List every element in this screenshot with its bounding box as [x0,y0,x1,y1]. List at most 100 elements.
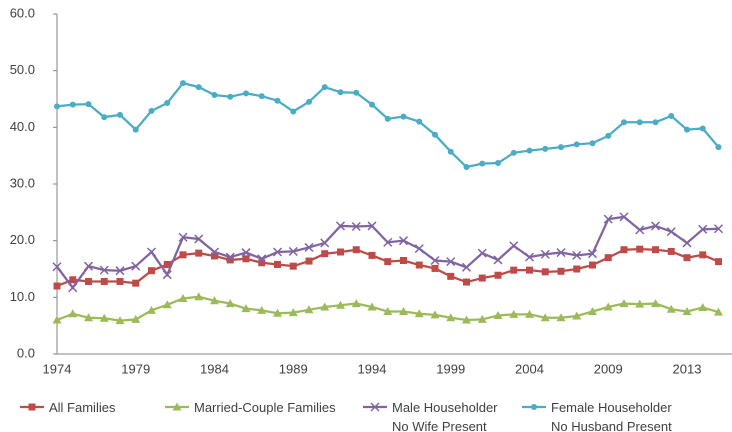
marker [274,97,281,104]
marker [652,246,659,254]
marker [540,313,550,322]
marker [116,277,124,285]
marker [367,302,377,311]
marker [367,221,377,231]
marker [430,255,440,266]
legend-marker [370,402,380,412]
marker [400,257,407,264]
marker [241,304,251,313]
marker [635,225,645,235]
x-tick-label: 2013 [673,361,702,376]
marker [666,227,676,237]
marker [147,305,156,314]
marker [53,282,61,290]
legend-swatch [522,404,546,410]
marker [257,254,267,264]
marker [619,212,629,222]
marker [463,164,470,170]
marker [383,307,393,315]
marker [636,119,643,126]
marker [211,92,218,99]
marker [524,252,535,262]
marker [715,258,722,266]
marker [258,93,265,100]
marker [85,277,92,285]
y-tick-label: 40.0 [10,119,35,134]
marker [69,276,77,284]
marker [384,115,391,122]
marker [83,261,94,271]
marker [494,271,502,279]
marker [383,237,393,247]
marker [650,221,661,231]
marker [526,147,533,154]
marker [195,249,203,257]
marker [211,252,218,260]
marker [288,246,298,256]
marker [99,265,109,275]
x-tick-label: 1999 [436,361,465,376]
marker [115,266,125,276]
marker [620,246,628,254]
marker [556,248,566,258]
x-tick-label: 1974 [43,361,72,376]
marker [243,90,249,97]
marker [619,299,629,308]
marker [416,118,423,125]
marker [321,250,329,258]
legend-swatch [20,403,44,411]
marker [698,224,708,234]
marker [666,304,676,313]
legend-label: Male Householder No Wife Present [392,400,498,432]
marker [131,261,141,271]
marker [652,119,659,126]
marker [306,98,312,105]
marker [68,283,78,293]
marker [651,299,660,308]
marker [540,249,550,259]
marker [131,314,141,323]
marker [541,268,549,276]
marker [179,251,187,259]
marker [414,309,424,318]
marker [682,307,692,315]
marker [667,247,675,255]
y-tick-label: 10.0 [10,289,35,304]
marker [668,113,675,119]
legend-item: Married-Couple Families [163,398,336,417]
marker [194,234,204,244]
x-tick-label: 1994 [358,361,387,376]
legend-label: All Families [49,400,116,415]
legend-marker [28,403,36,411]
marker [588,307,597,315]
marker [573,141,580,148]
marker [84,313,93,322]
marker [115,316,125,325]
marker [605,132,612,139]
marker [305,257,313,265]
marker [290,108,297,115]
marker [604,254,612,262]
marker [274,260,281,268]
marker [526,266,533,274]
marker [99,313,109,322]
marker [447,272,455,280]
x-tick-label: 2009 [594,361,623,376]
marker [684,126,690,133]
legend-swatch [165,402,189,411]
marker [69,101,76,108]
marker [162,270,172,280]
marker [242,255,250,263]
marker [335,221,346,231]
marker [225,252,235,262]
marker [100,277,108,285]
marker [132,279,140,287]
marker [241,248,251,258]
legend-marker [172,402,182,411]
marker [525,309,534,318]
x-tick-label: 1984 [200,361,229,376]
y-tick-label: 50.0 [10,62,35,77]
marker [557,267,565,275]
